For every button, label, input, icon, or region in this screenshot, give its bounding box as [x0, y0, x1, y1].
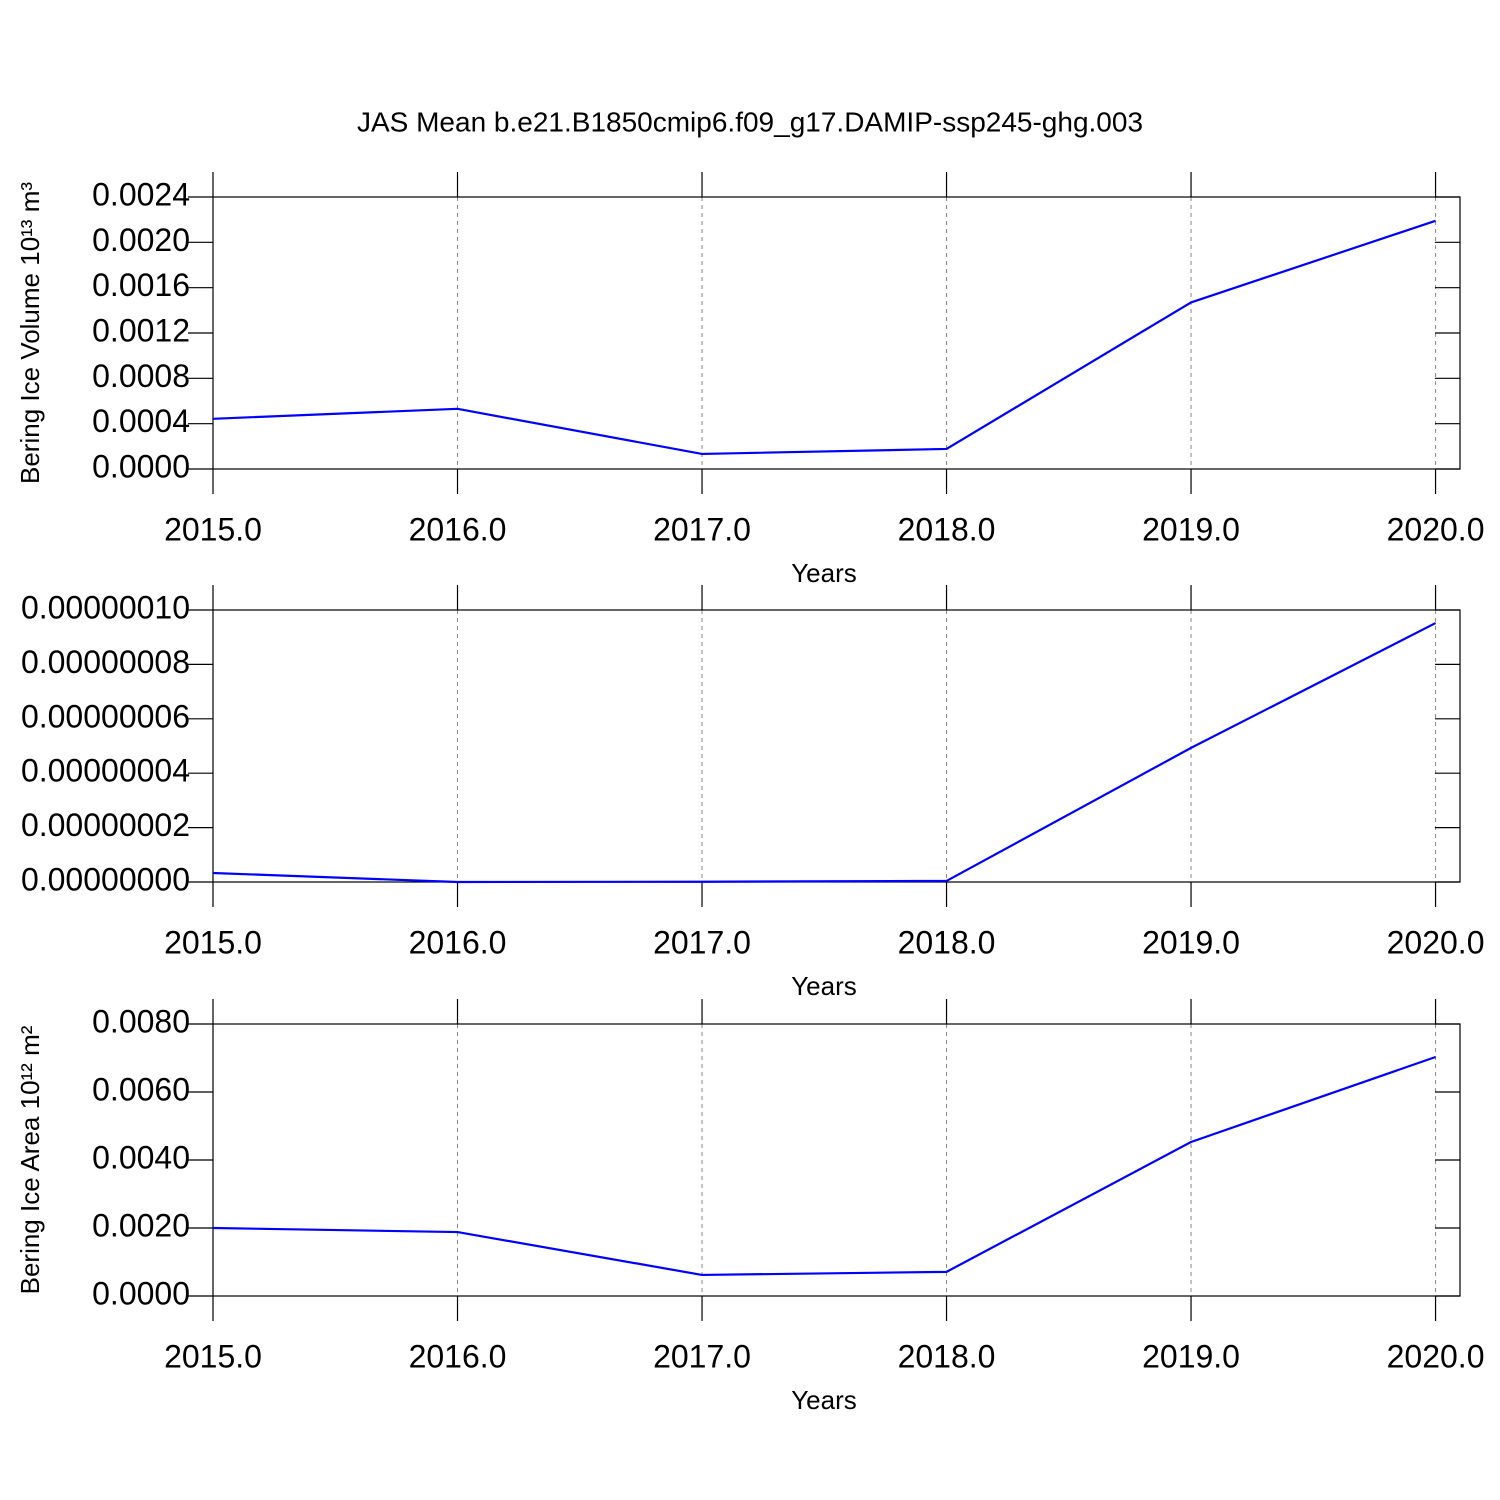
x-tick-label: 2015.0: [164, 1338, 262, 1374]
plot-frame: [212, 1023, 1461, 1297]
data-line: [212, 219, 1436, 456]
y-tick-label: 0.0024: [92, 176, 190, 212]
x-tick-label: 2016.0: [409, 1338, 507, 1374]
y-tick-label: 0.0016: [92, 267, 190, 303]
x-tick-label: 2017.0: [653, 1338, 751, 1374]
y-axis-label: Bering Ice Volume 10¹³ m³: [15, 182, 45, 484]
y-tick-label: 0.0000: [92, 1275, 190, 1311]
y-tick-label: 0.0020: [92, 1207, 190, 1243]
y-tick-label: 0.0040: [92, 1139, 190, 1175]
x-tick-label: 2017.0: [653, 924, 751, 960]
y-tick-label: 0.00000002: [21, 807, 190, 843]
x-tick-label: 2015.0: [164, 511, 262, 547]
y-axis-label: Bering Ice Area 10¹² m²: [15, 1025, 45, 1294]
x-tick-label: 2018.0: [898, 1338, 996, 1374]
y-tick-label: 0.00000008: [21, 644, 190, 680]
x-tick-label: 2019.0: [1142, 1338, 1240, 1374]
x-tick-label: 2019.0: [1142, 511, 1240, 547]
y-tick-label: 0.00000006: [21, 698, 190, 734]
y-tick-label: 0.0004: [92, 403, 190, 439]
x-tick-label: 2017.0: [653, 511, 751, 547]
x-axis-label: Years: [791, 971, 857, 1001]
data-line: [212, 1055, 1436, 1277]
chart-title: JAS Mean b.e21.B1850cmip6.f09_g17.DAMIP-…: [357, 106, 1143, 137]
x-tick-label: 2020.0: [1387, 1338, 1485, 1374]
x-tick-label: 2016.0: [409, 511, 507, 547]
x-tick-label: 2015.0: [164, 924, 262, 960]
x-tick-label: 2020.0: [1387, 924, 1485, 960]
x-tick-label: 2020.0: [1387, 511, 1485, 547]
y-tick-label: 0.0060: [92, 1071, 190, 1107]
plot-frame: [212, 196, 1461, 470]
y-tick-label: 0.0012: [92, 312, 190, 348]
x-axis-label: Years: [791, 558, 857, 588]
y-tick-label: 0.0000: [92, 448, 190, 484]
y-tick-label: 0.00000000: [21, 861, 190, 897]
x-tick-label: 2016.0: [409, 924, 507, 960]
x-tick-label: 2018.0: [898, 511, 996, 547]
x-axis-label: Years: [791, 1385, 857, 1415]
y-tick-label: 0.0080: [92, 1003, 190, 1039]
y-tick-label: 0.00000010: [21, 589, 190, 625]
y-tick-label: 0.00000004: [21, 753, 190, 789]
data-line: [212, 622, 1437, 884]
x-tick-label: 2019.0: [1142, 924, 1240, 960]
x-tick-label: 2018.0: [898, 924, 996, 960]
y-tick-label: 0.0020: [92, 222, 190, 258]
y-tick-label: 0.0008: [92, 358, 190, 394]
